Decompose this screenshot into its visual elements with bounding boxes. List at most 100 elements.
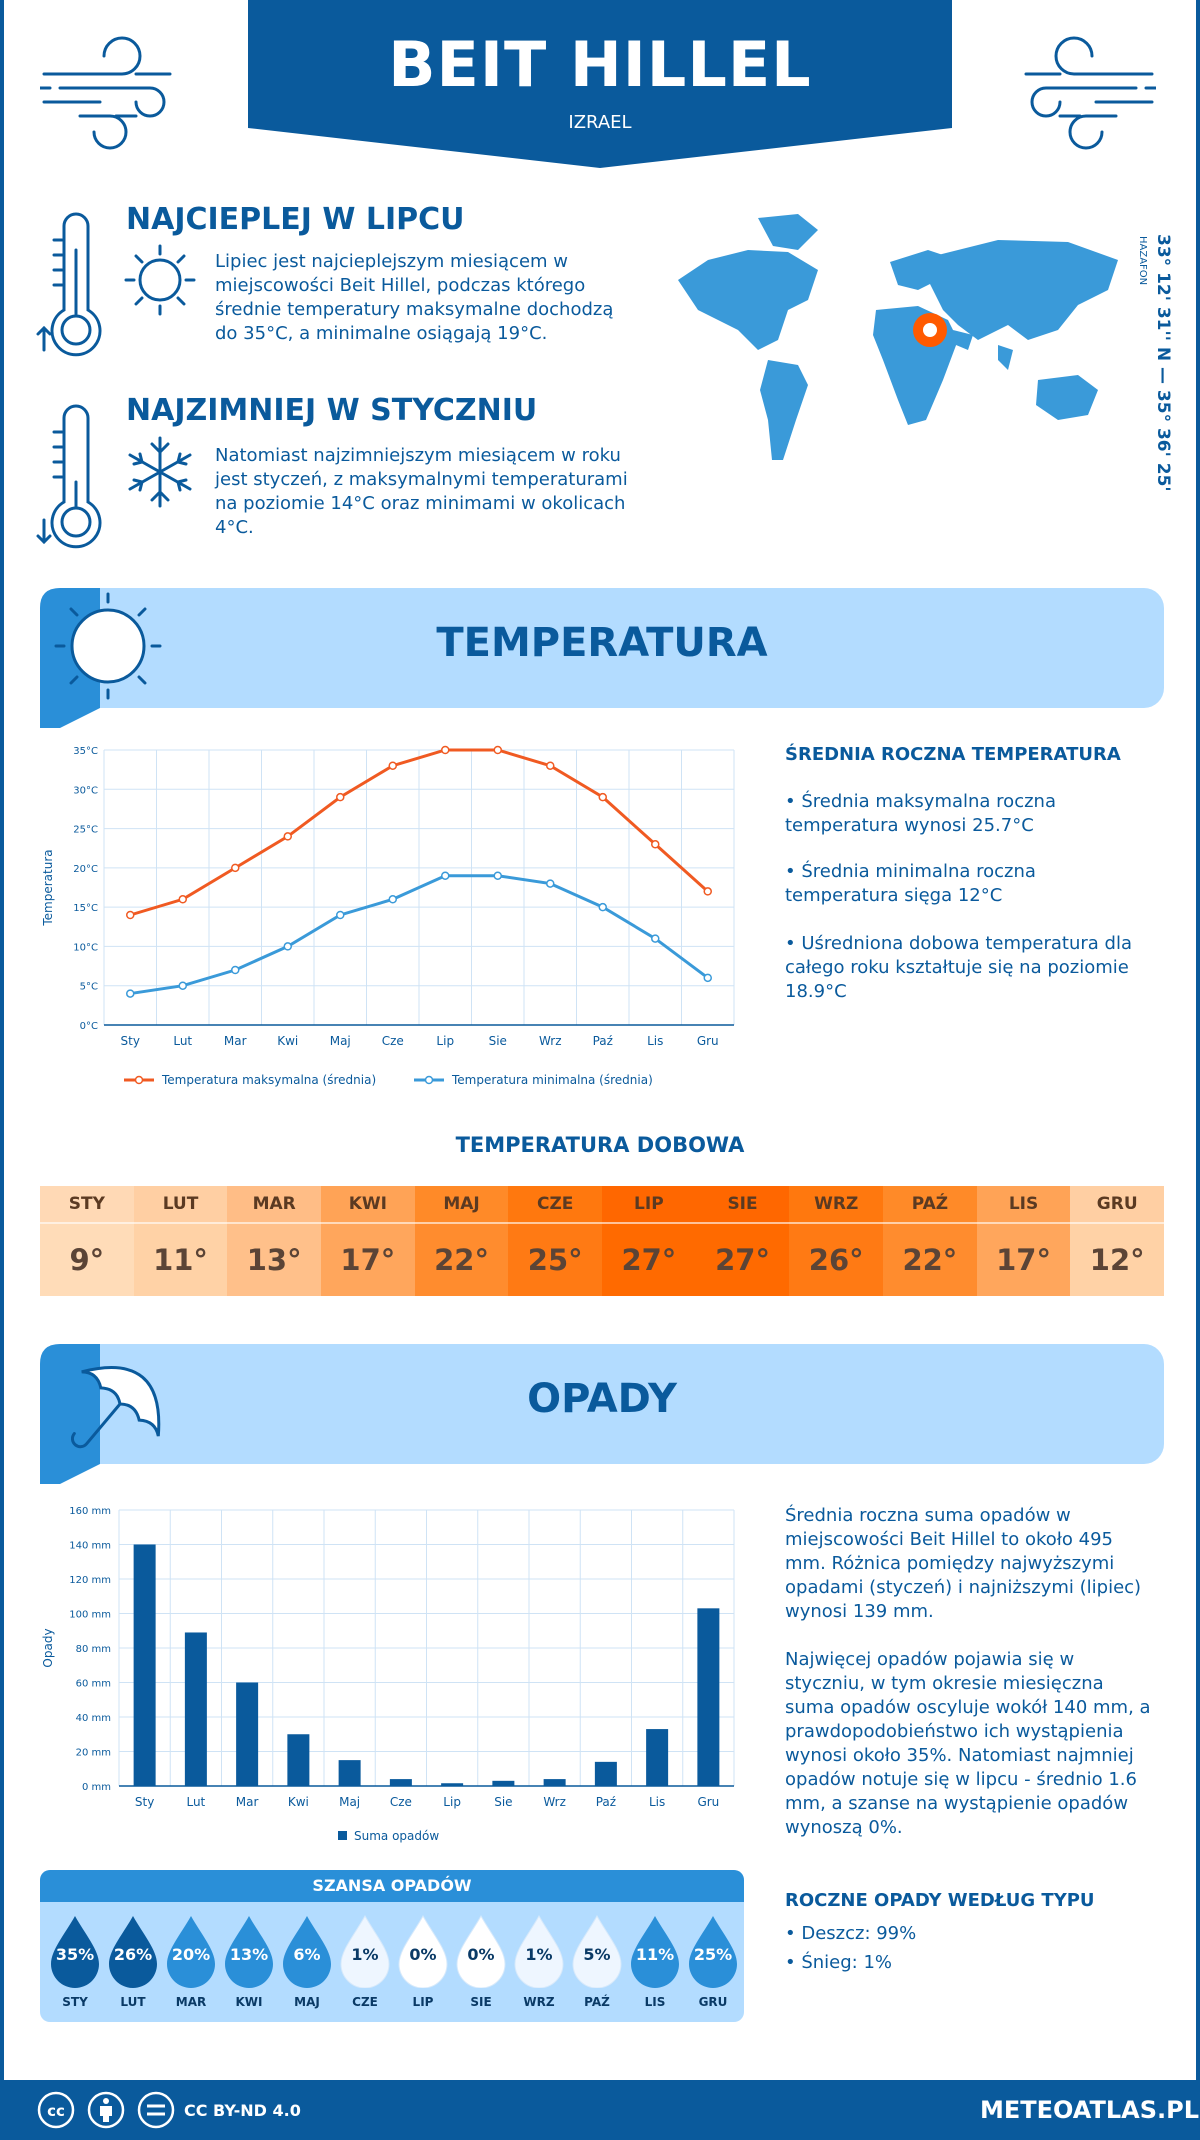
daily-temp-month: MAJ (414, 1186, 509, 1224)
raindrop-icon (631, 1916, 679, 1988)
bar (543, 1779, 566, 1786)
legend-label: Temperatura minimalna (średnia) (451, 1073, 653, 1087)
data-point (703, 973, 712, 983)
daily-temp-cell: KWI 17° (321, 1186, 415, 1296)
daily-temp-cell: SIE 27° (695, 1186, 790, 1296)
bar (441, 1783, 464, 1786)
precipitation-banner (40, 1344, 1164, 1464)
bar (492, 1780, 515, 1786)
x-tick-label: Paź (593, 1034, 613, 1048)
region-text: HAZAFON (1137, 236, 1148, 285)
y-tick-label: 40 mm (76, 1713, 111, 1724)
license-icons: cc (37, 2091, 175, 2129)
x-tick-label: Paź (596, 1795, 616, 1809)
chance-month: KWI (235, 1995, 263, 2009)
precipitation-title: OPADY (527, 1376, 677, 1422)
daily-temp-month: MAR (227, 1186, 322, 1224)
site-link[interactable]: METEOATLAS.PL (980, 2096, 1200, 2124)
temperature-title: TEMPERATURA (436, 620, 768, 666)
chance-month: SIE (470, 1995, 492, 2009)
series-line (129, 748, 709, 917)
x-tick-label: Maj (330, 1034, 351, 1048)
x-tick-label: Sty (135, 1795, 154, 1809)
raindrop-icon (572, 1914, 622, 1988)
x-tick-label: Lip (436, 1034, 454, 1048)
x-tick-label: Mar (236, 1795, 259, 1809)
daily-temp-value: 22° (434, 1243, 489, 1277)
x-tick-label: Gru (697, 1034, 719, 1048)
daily-temp-month: PAŹ (883, 1186, 977, 1224)
data-point (231, 863, 240, 873)
y-axis-label: Opady (41, 1628, 55, 1667)
daily-temp-month: KWI (321, 1186, 415, 1224)
x-tick-label: Sty (121, 1034, 140, 1048)
daily-temp-value: 11° (153, 1243, 208, 1277)
hottest-heading: NAJCIEPLEJ W LIPCU (126, 202, 465, 237)
daily-temp-cell: STY 9° (40, 1186, 134, 1296)
precipitation-chart: 0 mm 20 mm 40 mm 60 mm 80 mm 100 mm 120 mm 140 … (41, 1506, 735, 1843)
x-tick-label: Kwi (277, 1034, 298, 1048)
x-tick-label: Lip (443, 1795, 461, 1809)
chance-month: LIS (644, 1995, 666, 2009)
data-point (126, 989, 135, 998)
precipitation-summary: Średnia roczna suma opadów w miejscowośc… (785, 1505, 1142, 1622)
daily-temp-month: CZE (508, 1186, 603, 1224)
y-tick-label: 10°C (73, 942, 98, 953)
chance-month: GRU (698, 1995, 728, 2009)
page-title: BEIT HILLEL (388, 28, 812, 101)
infographic-page: BEIT HILLEL IZRAEL NAJCIEPLEJ W LIPCU Li… (4, 0, 1196, 2080)
data-point (598, 792, 607, 802)
bar (389, 1779, 412, 1786)
daily-temp-value: 27° (715, 1243, 770, 1277)
precipitation-detail: Najwięcej opadów pojawia się w styczniu,… (785, 1649, 1151, 1838)
legend-marker (134, 1075, 144, 1085)
svg-text:cc: cc (47, 2102, 65, 2120)
x-tick-label: Cze (382, 1034, 404, 1048)
y-tick-label: 160 mm (69, 1506, 111, 1517)
data-point (546, 879, 555, 888)
temperature-stats-heading: ŚREDNIA ROCZNA TEMPERATURA (785, 744, 1121, 765)
x-tick-label: Mar (224, 1034, 247, 1048)
daily-temp-cell: LIP 27° (602, 1186, 696, 1296)
precipitation-chance-box: SZANSA OPADÓW 35% STY 26% LUT 20% MAR 13% KWI 6%… (40, 1870, 744, 2022)
coldest-heading: NAJZIMNIEJ W STYCZNIU (126, 393, 538, 428)
wind-icon (1024, 36, 1156, 150)
coordinates-text: 33° 12' 31'' N — 35° 36' 25'' E (1153, 234, 1173, 490)
chance-value: 11% (635, 1945, 675, 1964)
data-point (546, 761, 555, 770)
data-point (493, 871, 502, 880)
y-tick-label: 35°C (73, 746, 98, 757)
temperature-stat-avg: • Uśredniona dobowa temperatura dla całe… (785, 933, 1133, 1002)
data-point (388, 761, 397, 770)
daily-temp-value: 13° (246, 1243, 302, 1277)
x-tick-label: Lis (649, 1795, 665, 1809)
hottest-text: Lipiec jest najcieplejszym miesiącem w m… (215, 251, 614, 344)
raindrop-icon (225, 1916, 273, 1988)
raindrop-icon (689, 1916, 737, 1988)
daily-temp-cell: CZE 25° (508, 1186, 603, 1296)
daily-temp-cell: LIS 17° (976, 1186, 1071, 1296)
coordinates-label: 33° 12' 31'' N — 35° 36' 25'' E HAZAFON (1137, 234, 1173, 490)
legend-label: Suma opadów (354, 1829, 439, 1843)
daily-temp-month: STY (40, 1186, 134, 1224)
page-subtitle: IZRAEL (568, 112, 632, 133)
data-point (283, 832, 292, 841)
data-point (441, 745, 450, 755)
y-axis-label: Temperatura (41, 849, 55, 926)
daily-temp-cell: PAŹ 22° (883, 1186, 977, 1296)
y-tick-label: 15°C (73, 903, 98, 914)
raindrop-icon (109, 1916, 157, 1988)
x-tick-label: Sie (489, 1034, 507, 1048)
bar (184, 1632, 207, 1786)
hot-thermometer-icon (36, 212, 196, 357)
chance-value: 6% (293, 1945, 321, 1964)
data-point (283, 942, 292, 951)
chance-value: 0% (467, 1945, 495, 1964)
precip-type-heading: ROCZNE OPADY WEDŁUG TYPU (785, 1890, 1095, 1911)
daily-temp-month: LIP (602, 1186, 696, 1224)
precipitation-chance-title: SZANSA OPADÓW (40, 1870, 744, 1902)
temperature-stat-min: • Średnia minimalna roczna temperatura s… (785, 861, 1036, 906)
data-point (126, 910, 135, 920)
wind-icon (40, 36, 172, 150)
x-tick-label: Wrz (543, 1795, 566, 1809)
